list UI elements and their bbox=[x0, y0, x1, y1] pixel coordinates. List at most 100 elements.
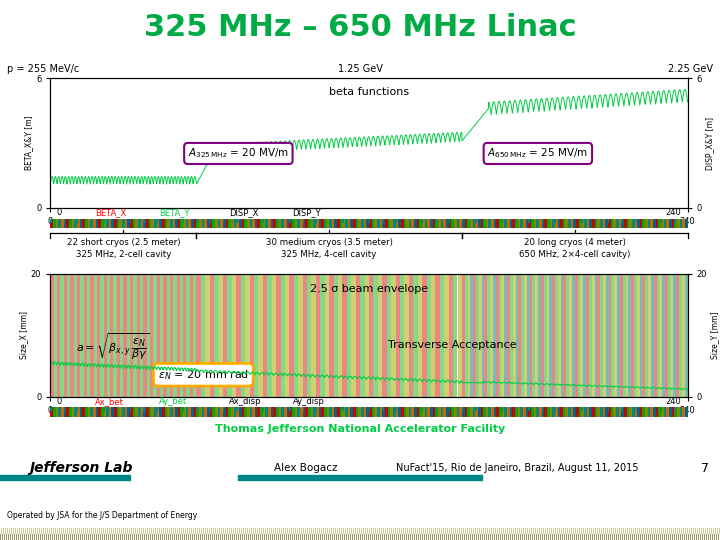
Bar bbox=[596, 534, 597, 540]
Bar bbox=[462, 219, 464, 228]
Bar bbox=[382, 274, 387, 397]
Bar bbox=[157, 407, 158, 411]
Bar bbox=[459, 219, 462, 228]
Bar bbox=[50, 219, 52, 222]
Bar bbox=[55, 407, 58, 417]
Bar bbox=[322, 534, 323, 540]
Bar bbox=[576, 534, 577, 540]
Bar bbox=[265, 528, 266, 534]
Bar bbox=[453, 274, 457, 397]
Bar bbox=[377, 219, 379, 228]
Bar bbox=[569, 274, 572, 397]
Bar bbox=[549, 274, 552, 397]
Bar bbox=[132, 219, 135, 228]
Bar bbox=[661, 528, 662, 534]
Bar bbox=[52, 534, 53, 540]
Bar bbox=[110, 274, 114, 397]
Bar bbox=[85, 528, 86, 534]
Bar bbox=[467, 219, 470, 228]
Bar bbox=[210, 219, 211, 222]
Bar bbox=[237, 528, 238, 534]
Text: 0: 0 bbox=[57, 397, 62, 406]
Bar bbox=[88, 407, 90, 417]
Bar bbox=[159, 407, 162, 417]
Bar bbox=[685, 219, 688, 228]
Text: Ax_bet: Ax_bet bbox=[95, 397, 124, 406]
Bar bbox=[234, 534, 235, 540]
Bar bbox=[167, 219, 170, 228]
Bar bbox=[132, 407, 135, 417]
Bar bbox=[621, 407, 623, 411]
Bar bbox=[223, 407, 225, 411]
Bar bbox=[138, 219, 140, 228]
Bar bbox=[379, 407, 382, 417]
Bar bbox=[425, 407, 428, 417]
Bar bbox=[365, 528, 366, 534]
Bar bbox=[258, 534, 259, 540]
Bar bbox=[114, 219, 117, 228]
Bar bbox=[292, 219, 294, 228]
Bar bbox=[119, 528, 120, 534]
Bar bbox=[691, 528, 692, 534]
Bar bbox=[84, 534, 85, 540]
Bar bbox=[100, 534, 101, 540]
Bar bbox=[223, 407, 225, 417]
Bar bbox=[127, 407, 130, 417]
Bar bbox=[374, 407, 377, 417]
Bar bbox=[319, 528, 320, 534]
Bar bbox=[240, 274, 245, 397]
Bar bbox=[251, 528, 252, 534]
Bar bbox=[130, 407, 132, 417]
Bar bbox=[453, 528, 454, 534]
Bar bbox=[431, 274, 436, 397]
Bar bbox=[174, 274, 176, 397]
Bar bbox=[648, 274, 651, 397]
Bar bbox=[210, 407, 211, 411]
Bar bbox=[660, 274, 662, 397]
Bar bbox=[380, 534, 381, 540]
Bar bbox=[661, 407, 664, 417]
Bar bbox=[374, 534, 375, 540]
Bar bbox=[0, 475, 130, 480]
Bar bbox=[363, 528, 364, 534]
Bar bbox=[13, 528, 14, 534]
Bar bbox=[115, 528, 116, 534]
Bar bbox=[649, 528, 650, 534]
Bar bbox=[441, 528, 442, 534]
Bar bbox=[692, 534, 693, 540]
Bar bbox=[104, 407, 106, 417]
Bar bbox=[148, 534, 149, 540]
Bar bbox=[329, 407, 332, 417]
Bar bbox=[298, 534, 299, 540]
Bar bbox=[9, 528, 10, 534]
Bar bbox=[382, 219, 385, 228]
Bar bbox=[148, 407, 151, 417]
Bar bbox=[247, 219, 250, 228]
Bar bbox=[343, 528, 344, 534]
Bar bbox=[210, 534, 211, 540]
Bar bbox=[219, 528, 220, 534]
Bar bbox=[603, 407, 606, 417]
Bar bbox=[673, 274, 676, 397]
Bar bbox=[559, 528, 560, 534]
Bar bbox=[14, 534, 15, 540]
Bar bbox=[418, 274, 422, 397]
Bar bbox=[713, 528, 714, 534]
Bar bbox=[472, 219, 475, 228]
Bar bbox=[613, 528, 614, 534]
Bar bbox=[180, 274, 183, 397]
Bar bbox=[575, 528, 576, 534]
Bar bbox=[587, 219, 590, 228]
Bar bbox=[133, 528, 134, 534]
Bar bbox=[289, 274, 294, 397]
Bar bbox=[417, 219, 420, 228]
Bar bbox=[464, 274, 467, 397]
Bar bbox=[31, 528, 32, 534]
Bar bbox=[428, 534, 429, 540]
Bar bbox=[406, 407, 409, 417]
Bar bbox=[146, 219, 148, 228]
Bar bbox=[18, 534, 19, 540]
Bar bbox=[194, 407, 197, 417]
Bar bbox=[486, 534, 487, 540]
Bar bbox=[576, 219, 579, 228]
